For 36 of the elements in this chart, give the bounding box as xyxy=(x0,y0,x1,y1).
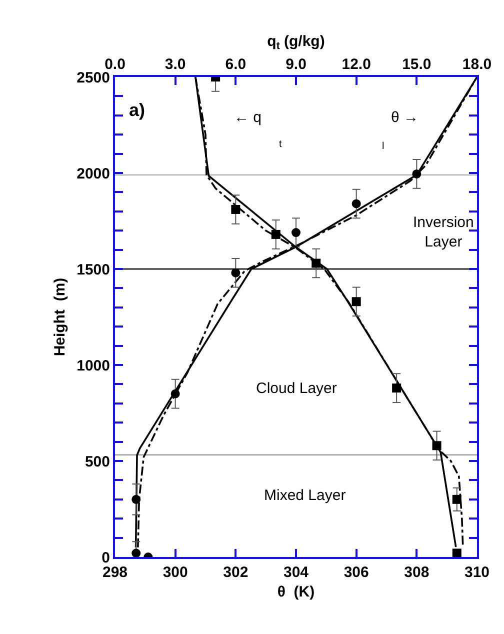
annotation: l xyxy=(382,141,384,152)
x2-axis-title: q$_{t}$ (g/kg) xyxy=(267,32,325,52)
annotation: a) xyxy=(129,100,146,120)
x2-tick-label: 15.0 xyxy=(402,56,432,73)
x-tick-label: 310 xyxy=(464,564,490,581)
annotation: θ → xyxy=(391,109,419,126)
annotation: Mixed Layer xyxy=(264,487,346,504)
x2-tick-label: 3.0 xyxy=(164,56,186,73)
point xyxy=(352,199,361,208)
annotation: Cloud Layer xyxy=(256,380,337,397)
point xyxy=(132,548,141,557)
y-tick-label: 500 xyxy=(84,453,110,470)
x-tick-label: 306 xyxy=(344,564,369,581)
annotation: ← q xyxy=(234,109,262,126)
x-tick-label: 304 xyxy=(283,564,310,581)
x2-tick-label: 9.0 xyxy=(286,56,306,73)
annotation: t xyxy=(279,139,282,150)
x-tick-label: 298 xyxy=(102,564,128,581)
x2-tick-label: 12.0 xyxy=(342,56,371,73)
x2-tick-label: 18.0 xyxy=(462,56,492,73)
point xyxy=(231,268,240,278)
annotation: Inversion Layer xyxy=(413,214,474,250)
point xyxy=(170,389,180,398)
point xyxy=(292,228,300,238)
y-tick-label: 1000 xyxy=(76,357,110,374)
y-axis-title: Height (m) xyxy=(51,278,68,356)
x-tick-label: 300 xyxy=(162,564,188,581)
point xyxy=(412,169,422,178)
x-tick-label: 302 xyxy=(223,564,248,581)
point xyxy=(132,494,141,504)
x-tick-label: 308 xyxy=(404,564,430,581)
x-axis-title: θ (K) xyxy=(277,584,315,600)
y-tick-label: 2000 xyxy=(76,165,110,182)
y-tick-label: 0 xyxy=(102,549,110,566)
x2-tick-label: 6.0 xyxy=(225,56,246,73)
y-tick-label: 1500 xyxy=(76,261,110,278)
